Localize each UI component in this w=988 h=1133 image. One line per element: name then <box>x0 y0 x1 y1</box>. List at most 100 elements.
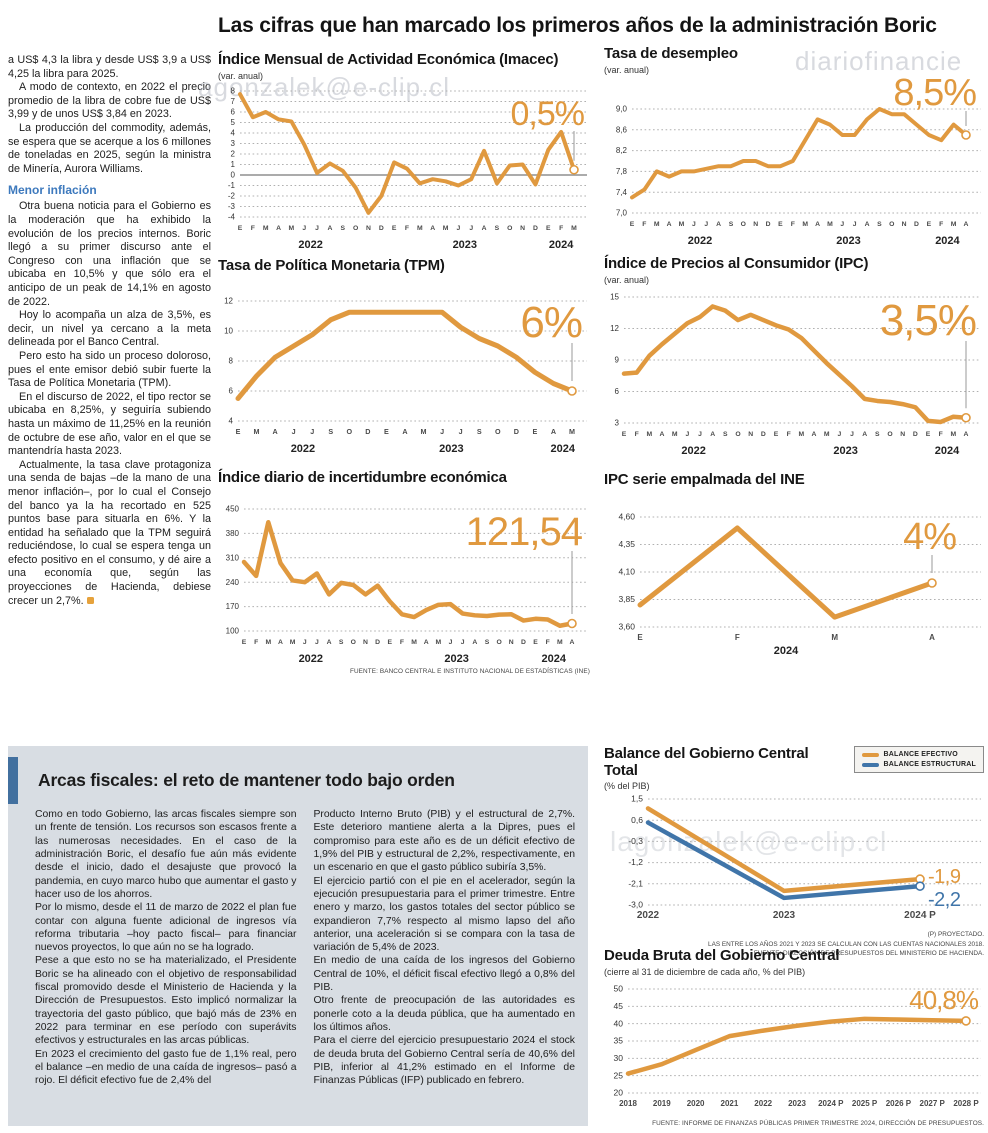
svg-text:J: J <box>459 427 463 436</box>
svg-text:3: 3 <box>231 139 236 148</box>
svg-text:M: M <box>263 225 269 232</box>
svg-text:2026 P: 2026 P <box>886 1099 912 1108</box>
svg-text:2: 2 <box>231 149 236 158</box>
svg-text:N: N <box>363 639 368 646</box>
fiscal-panel: Arcas fiscales: el reto de mantener todo… <box>8 746 588 1126</box>
svg-text:4,60: 4,60 <box>618 511 635 521</box>
svg-text:M: M <box>951 221 957 228</box>
svg-text:D: D <box>914 221 919 228</box>
svg-text:15: 15 <box>610 292 619 301</box>
svg-text:2022: 2022 <box>681 445 705 457</box>
chart-subtitle: (var. anual) <box>218 70 264 81</box>
article-paragraph: Actualmente, la tasa clave protagoniza u… <box>8 458 211 607</box>
legend-item: BALANCE ESTRUCTURAL <box>861 761 976 768</box>
svg-text:J: J <box>698 431 702 438</box>
article-paragraph: En el discurso de 2022, el tipo rector s… <box>8 390 211 458</box>
svg-text:7,8: 7,8 <box>616 167 628 176</box>
svg-text:F: F <box>939 431 943 438</box>
svg-text:-3: -3 <box>228 202 236 211</box>
article-paragraph: La producción del commodity, además, se … <box>8 121 211 175</box>
svg-text:2022: 2022 <box>299 653 323 665</box>
svg-text:O: O <box>496 639 501 646</box>
svg-text:M: M <box>646 431 652 438</box>
svg-text:-0,3: -0,3 <box>628 836 643 846</box>
svg-text:9: 9 <box>615 355 620 364</box>
svg-text:F: F <box>735 633 740 642</box>
chart-source: FUENTE: INFORME DE FINANZAS PÚBLICAS PRI… <box>652 1119 984 1127</box>
svg-text:F: F <box>791 221 795 228</box>
fiscal-paragraph: En medio de una caída de los ingresos de… <box>313 955 576 994</box>
svg-text:F: F <box>939 221 943 228</box>
svg-text:J: J <box>440 427 444 436</box>
fiscal-paragraph: Como en todo Gobierno, las arcas fiscale… <box>35 809 297 900</box>
svg-text:E: E <box>238 225 243 232</box>
svg-text:O: O <box>353 225 358 232</box>
svg-text:M: M <box>443 225 449 232</box>
svg-text:J: J <box>310 427 314 436</box>
chart-incertidumbre: Índice diario de incertidumbre económica… <box>218 469 590 674</box>
svg-text:8: 8 <box>231 86 236 95</box>
svg-text:0,6: 0,6 <box>631 815 643 825</box>
svg-text:2024: 2024 <box>542 653 567 665</box>
svg-text:2024: 2024 <box>935 445 960 457</box>
svg-text:100: 100 <box>226 626 240 635</box>
svg-text:F: F <box>635 431 639 438</box>
chart-title: Tasa de desempleo <box>604 45 738 62</box>
deuda-line-chart: 50 45 40 35 30 25 20 2018 2019 2020 2021 2022 2023 20… <box>614 983 981 1108</box>
svg-text:10: 10 <box>224 326 233 335</box>
svg-text:2022: 2022 <box>688 235 712 247</box>
svg-text:E: E <box>637 633 643 642</box>
svg-text:8,5%: 8,5% <box>893 75 976 114</box>
svg-text:N: N <box>753 221 758 228</box>
svg-text:2023: 2023 <box>833 445 857 457</box>
svg-text:2023: 2023 <box>836 235 860 247</box>
svg-text:A: A <box>472 639 477 646</box>
svg-text:F: F <box>642 221 646 228</box>
svg-text:D: D <box>913 431 918 438</box>
svg-text:2024: 2024 <box>550 443 575 455</box>
svg-text:M: M <box>569 427 575 436</box>
svg-text:J: J <box>315 225 319 232</box>
svg-text:J: J <box>469 225 473 232</box>
svg-text:2023: 2023 <box>453 239 477 251</box>
svg-text:M: M <box>827 221 833 228</box>
chart-tpm: Tasa de Política Monetaria (TPM) 12 10 8 6 4… <box>218 257 590 457</box>
chart-subtitle: (cierre al 31 de diciembre de cada año, … <box>604 966 806 977</box>
chart-subtitle: (var. anual) <box>604 64 650 75</box>
svg-text:-2: -2 <box>228 191 236 200</box>
svg-text:J: J <box>315 639 319 646</box>
svg-text:3,60: 3,60 <box>618 621 635 631</box>
fiscal-columns: Como en todo Gobierno, las arcas fiscale… <box>35 808 575 1088</box>
svg-text:5: 5 <box>231 118 236 127</box>
chart-title: Índice Mensual de Actividad Económica (I… <box>218 51 559 68</box>
svg-text:A: A <box>327 225 332 232</box>
chart-legend: BALANCE EFECTIVO BALANCE ESTRUCTURAL <box>853 746 984 773</box>
svg-text:J: J <box>853 221 857 228</box>
svg-text:35: 35 <box>614 1035 624 1045</box>
svg-text:N: N <box>748 431 753 438</box>
svg-text:O: O <box>347 427 353 436</box>
chart-title: Índice de Precios al Consumidor (IPC) <box>604 255 869 272</box>
svg-text:6: 6 <box>229 386 234 395</box>
svg-text:O: O <box>495 427 501 436</box>
svg-text:1,5: 1,5 <box>631 794 643 804</box>
svg-text:A: A <box>424 639 429 646</box>
svg-text:-1: -1 <box>228 181 236 190</box>
svg-text:12: 12 <box>224 296 233 305</box>
svg-text:A: A <box>482 225 487 232</box>
svg-text:F: F <box>400 639 404 646</box>
svg-text:A: A <box>660 431 665 438</box>
svg-text:E: E <box>927 221 932 228</box>
svg-text:4: 4 <box>231 128 236 137</box>
svg-text:J: J <box>292 427 296 436</box>
svg-text:6: 6 <box>615 387 620 396</box>
svg-text:6: 6 <box>231 107 236 116</box>
chart-ipc-empalmada: IPC serie empalmada del INE 4,60 4,35 4,10… <box>604 471 984 659</box>
svg-text:D: D <box>379 225 384 232</box>
article-subhead: Menor inflación <box>8 183 97 198</box>
footnote: (P) PROYECTADO. <box>927 931 984 938</box>
svg-text:4,35: 4,35 <box>618 539 635 549</box>
